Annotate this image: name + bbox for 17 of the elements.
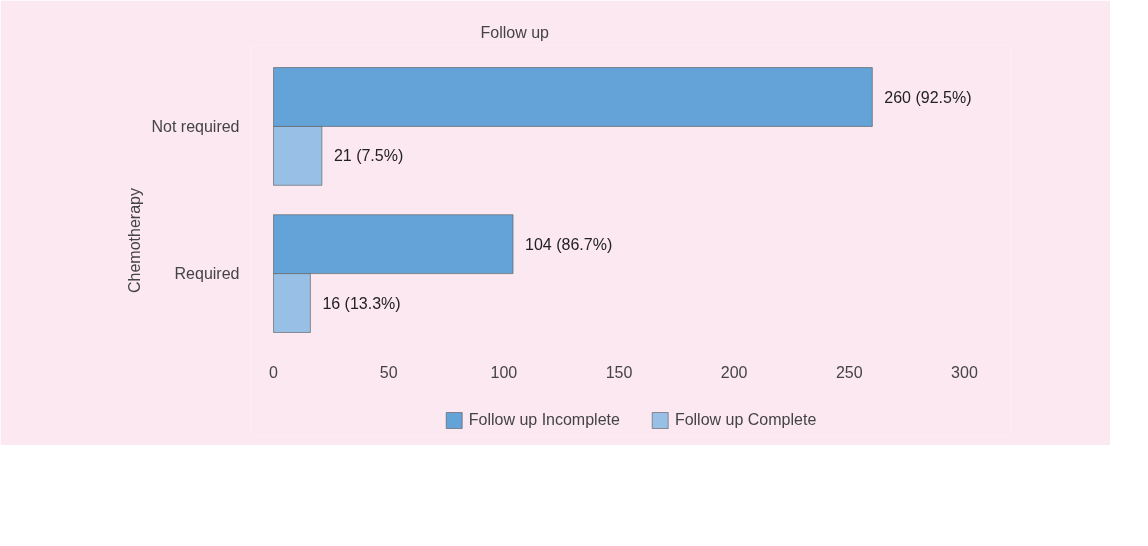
x-tick-label: 300 [951, 363, 978, 381]
y-tick-label: Not required [151, 117, 240, 135]
x-tick-label: 100 [490, 363, 518, 381]
data-label: 104 (86.7%) [525, 235, 613, 253]
data-label: 16 (13.3%) [322, 294, 401, 312]
y-axis-title: Chemotherapy [126, 188, 144, 293]
x-tick-label: 200 [720, 363, 748, 381]
data-label: 260 (92.5%) [884, 88, 972, 106]
data-label: 21 (7.5%) [333, 147, 404, 165]
x-tick-label: 50 [379, 363, 398, 381]
x-tick-label: 150 [605, 363, 633, 381]
chart-title: Follow up [480, 23, 550, 41]
legend-label: Follow up Complete [674, 411, 817, 429]
legend-label: Follow up Incomplete [468, 411, 620, 429]
y-tick-label: Required [174, 265, 240, 283]
x-tick-label: 0 [269, 363, 279, 381]
x-tick-label: 250 [835, 363, 863, 381]
